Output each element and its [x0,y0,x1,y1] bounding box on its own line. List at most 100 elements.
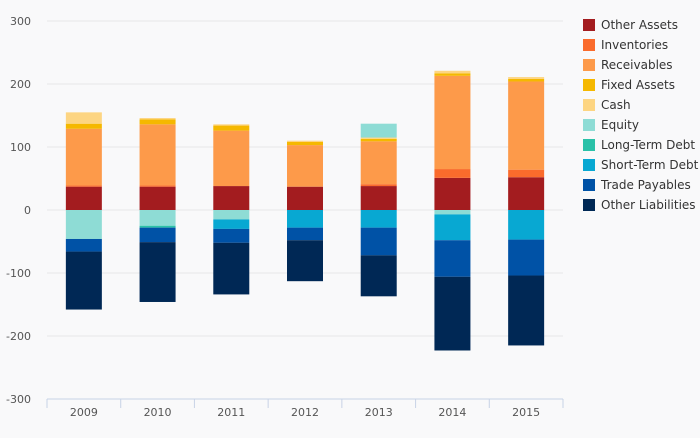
bar-segment-trade-payables-2013[interactable] [360,227,397,256]
bar-segment-long-term-debt-2010[interactable] [139,225,176,228]
bar-segment-receivables-2010[interactable] [139,124,176,186]
bar-segment-trade-payables-2010[interactable] [139,227,176,243]
bar-segment-cash-2013[interactable] [360,137,397,139]
bar-segment-cash-2011[interactable] [213,124,250,126]
x-tick-label: 2015 [512,406,540,419]
legend-swatch [583,159,595,171]
bar-segment-receivables-2011[interactable] [213,130,250,187]
bar-segment-other-liabilities-2013[interactable] [360,255,397,297]
legend-label: Short-Term Debt [601,158,699,172]
bar-segment-equity-2009[interactable] [65,210,102,239]
bar-segment-fixed-assets-2015[interactable] [508,78,545,82]
bar-segment-fixed-assets-2014[interactable] [434,73,471,76]
bar-segment-trade-payables-2012[interactable] [287,227,323,241]
bar-segment-fixed-assets-2012[interactable] [287,141,323,146]
bar-segment-short-term-debt-2013[interactable] [360,210,397,228]
bar-segment-other-assets-2015[interactable] [508,177,545,210]
legend-label: Fixed Assets [601,78,675,92]
legend-swatch [583,139,595,151]
bar-segment-other-assets-2012[interactable] [287,186,323,210]
bar-segment-cash-2010[interactable] [139,118,176,120]
legend-label: Receivables [601,58,673,72]
legend-label: Equity [601,118,639,132]
x-tick-label: 2013 [365,406,393,419]
x-tick-label: 2010 [144,406,172,419]
bar-segment-trade-payables-2014[interactable] [434,240,471,277]
legend-item[interactable]: Other Assets [583,18,678,32]
legend-item[interactable]: Long-Term Debt [583,138,695,152]
legend-label: Cash [601,98,631,112]
bar-segment-trade-payables-2015[interactable] [508,239,545,276]
legend-label: Other Liabilities [601,198,696,212]
y-tick-label: 0 [24,204,31,217]
legend-item[interactable]: Cash [583,98,631,112]
bars [65,70,545,351]
bar-segment-other-liabilities-2010[interactable] [139,242,176,302]
x-tick-label: 2012 [291,406,319,419]
bar-segment-other-assets-2009[interactable] [65,186,102,210]
bar-segment-cash-2015[interactable] [508,77,545,79]
bar-segment-inventories-2009[interactable] [65,185,102,187]
bar-segment-cash-2009[interactable] [65,112,102,124]
legend-item[interactable]: Equity [583,118,639,132]
x-tick-label: 2009 [70,406,98,419]
bar-segment-other-liabilities-2009[interactable] [65,251,102,310]
bar-segment-receivables-2014[interactable] [434,75,471,170]
y-tick-label: -100 [6,267,31,280]
legend-swatch [583,39,595,51]
bar-segment-inventories-2014[interactable] [434,169,471,178]
legend-swatch [583,119,595,131]
legend-item[interactable]: Inventories [583,38,668,52]
legend-swatch [583,19,595,31]
legend-swatch [583,199,595,211]
y-axis-ticks: -300 -200 -100 0 100 200 300 [6,15,31,406]
bar-segment-cash-2014[interactable] [434,70,471,74]
bar-segment-receivables-2015[interactable] [508,81,545,170]
x-tick-label: 2014 [438,406,466,419]
bar-segment-short-term-debt-2011[interactable] [213,219,250,229]
bar-segment-inventories-2010[interactable] [139,185,176,187]
bar-segment-receivables-2013[interactable] [360,141,397,185]
bar-segment-receivables-2012[interactable] [287,145,323,187]
bar-segment-other-assets-2011[interactable] [213,186,250,210]
bar-segment-other-assets-2013[interactable] [360,186,397,210]
legend-label: Other Assets [601,18,678,32]
legend-item[interactable]: Fixed Assets [583,78,675,92]
bar-segment-cash-2012[interactable] [287,140,323,142]
bar-segment-other-liabilities-2015[interactable] [508,275,545,346]
bar-segment-equity-2010[interactable] [139,210,176,226]
bar-segment-inventories-2013[interactable] [360,184,397,187]
bar-segment-short-term-debt-2015[interactable] [508,210,545,240]
legend: Other Assets Inventories Receivables Fixed … [583,18,699,212]
bar-segment-trade-payables-2011[interactable] [213,228,250,243]
legend-label: Trade Payables [600,178,691,192]
bar-segment-equity-2011[interactable] [213,210,250,220]
legend-swatch [583,99,595,111]
legend-swatch [583,79,595,91]
bar-segment-inventories-2015[interactable] [508,169,545,178]
bar-segment-equity-2014[interactable] [434,210,471,215]
x-axis: 2009 2010 2011 2012 2013 2014 2015 [46,398,564,419]
bar-segment-other-liabilities-2012[interactable] [287,240,323,282]
legend-label: Long-Term Debt [601,138,695,152]
bar-segment-fixed-assets-2011[interactable] [213,125,250,131]
y-tick-label: 100 [10,141,31,154]
bar-segment-trade-payables-2009[interactable] [65,238,102,252]
legend-label: Inventories [601,38,668,52]
bar-segment-equity-2013[interactable] [360,123,397,138]
bar-segment-short-term-debt-2014[interactable] [434,214,471,241]
bar-segment-fixed-assets-2009[interactable] [65,123,102,129]
bar-segment-other-assets-2014[interactable] [434,177,471,210]
legend-item[interactable]: Receivables [583,58,673,72]
bar-segment-short-term-debt-2012[interactable] [287,210,323,228]
bar-segment-other-liabilities-2014[interactable] [434,276,471,351]
bar-segment-receivables-2009[interactable] [65,128,102,186]
bar-segment-other-assets-2010[interactable] [139,186,176,210]
legend-item[interactable]: Trade Payables [583,178,691,192]
bar-segment-other-liabilities-2011[interactable] [213,242,250,295]
legend-item[interactable]: Short-Term Debt [583,158,699,172]
bar-segment-fixed-assets-2010[interactable] [139,119,176,125]
bar-segment-fixed-assets-2013[interactable] [360,138,397,142]
legend-item[interactable]: Other Liabilities [583,198,696,212]
